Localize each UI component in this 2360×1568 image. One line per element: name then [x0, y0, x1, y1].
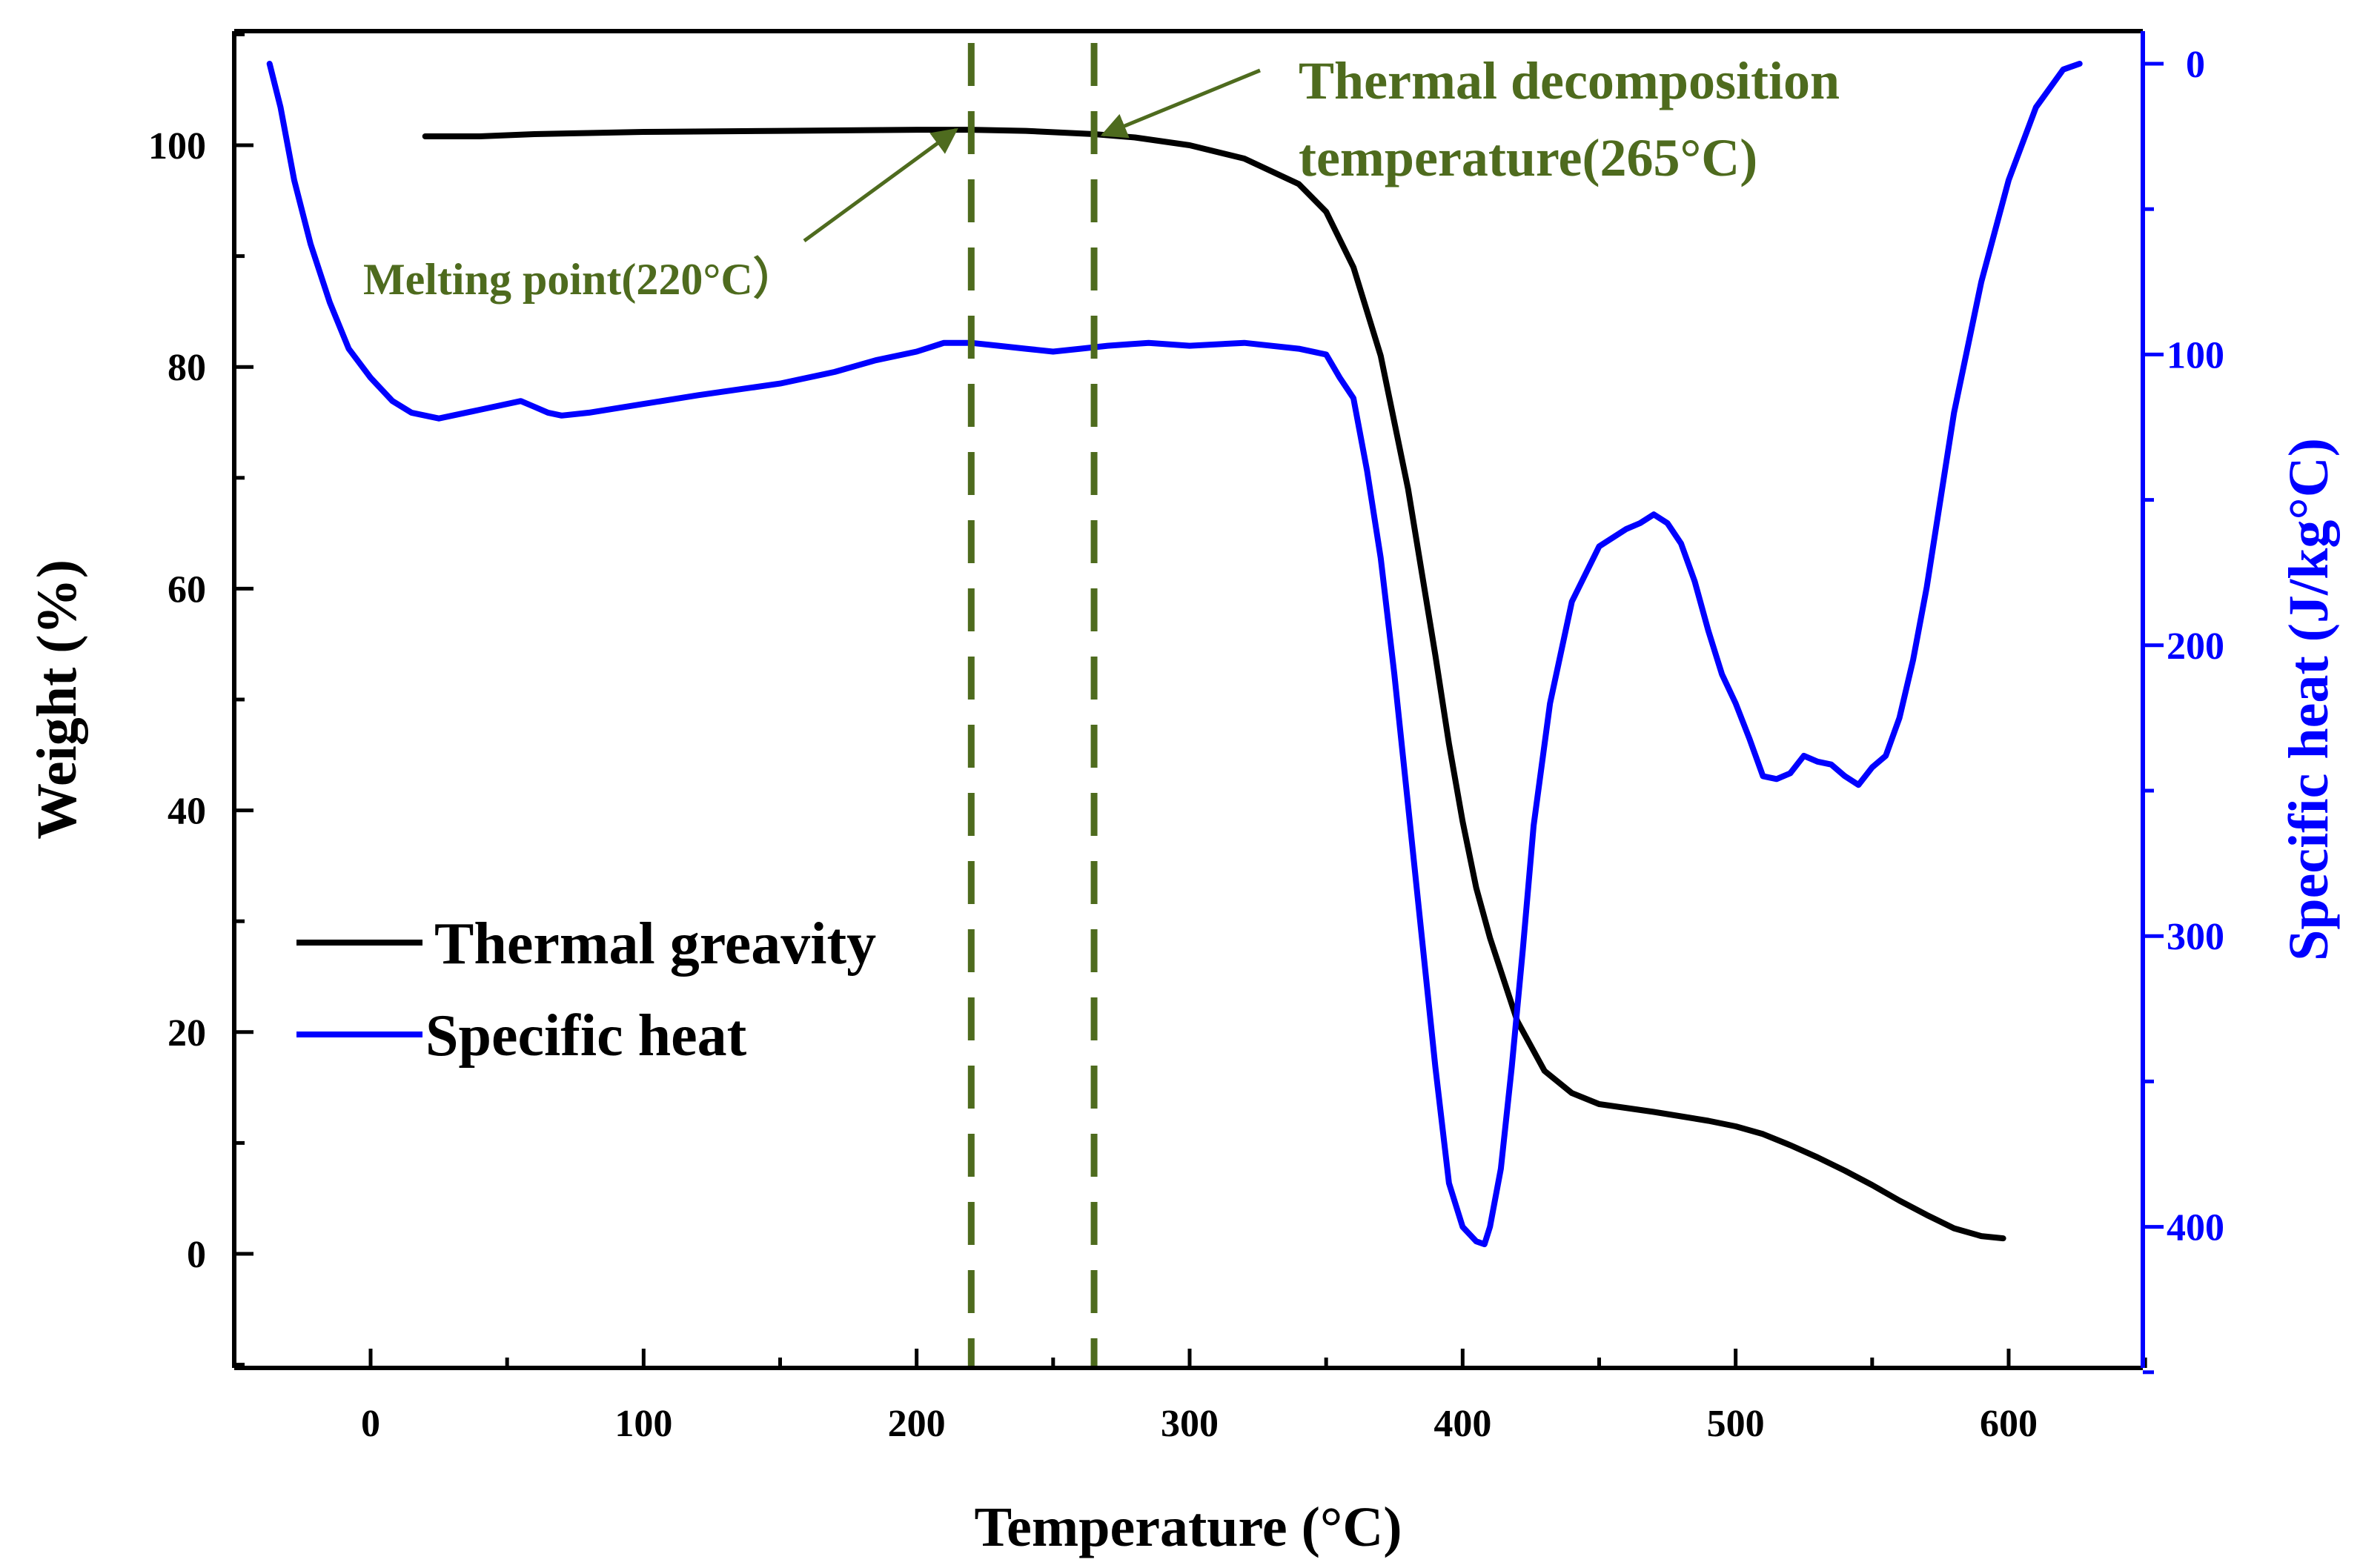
annotation-layer: Melting point(220°C） Thermal decompositio…	[363, 43, 1840, 1368]
y-tick-label: 0	[187, 1234, 206, 1276]
y2-tick-label: 400	[2167, 1207, 2224, 1249]
legend-label-tg: Thermal greavity	[434, 911, 876, 977]
decomposition-label-line1: Thermal decomposition	[1299, 51, 1840, 110]
y-tick-label: 20	[168, 1012, 206, 1054]
decomposition-arrow	[1100, 68, 1261, 139]
y-tick-label: 80	[168, 347, 206, 389]
y2-axis-title: Specific heat (J/kg°C)	[2278, 438, 2340, 961]
legend: Thermal greavity Specific heat	[296, 911, 876, 1069]
y-tick-label: 40	[168, 791, 206, 833]
y-tick-label: 100	[148, 125, 206, 167]
x-tick-label: 400	[1433, 1403, 1491, 1445]
x-tick-label: 0	[361, 1403, 380, 1445]
y2-tick-label: 300	[2167, 916, 2224, 958]
series-line-specific-heat	[266, 61, 2083, 1248]
x-axis-title: Temperature (°C)	[974, 1496, 1402, 1558]
y-tick-label: 60	[168, 568, 206, 611]
y-axis-title: Weight (%)	[26, 559, 88, 840]
x-tick-label: 100	[614, 1403, 672, 1445]
legend-label-cp: Specific heat	[425, 1003, 747, 1069]
decomposition-label-line2: temperature(265°C)	[1299, 128, 1757, 187]
melting-point-label: Melting point(220°C）	[363, 254, 798, 304]
right-axis-ticks: 0 100 200 300 400	[2143, 44, 2224, 1375]
y2-tick-label: 200	[2167, 625, 2224, 668]
left-axis-ticks: 0 20 40 60 80 100	[148, 32, 253, 1367]
x-tick-label: 600	[1980, 1403, 2038, 1445]
x-axis-ticks: 0 100 200 300 400 500 600	[232, 1349, 2147, 1445]
x-tick-label: 300	[1161, 1403, 1219, 1445]
y2-tick-label: 0	[2186, 44, 2205, 86]
x-tick-label: 500	[1707, 1403, 1765, 1445]
y2-tick-label: 100	[2167, 334, 2224, 376]
melting-point-arrow	[803, 127, 958, 243]
x-tick-label: 200	[888, 1403, 946, 1445]
